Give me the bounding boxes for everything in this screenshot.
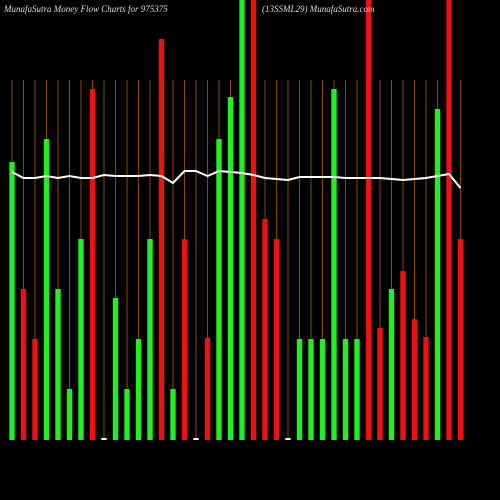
bar bbox=[354, 339, 360, 440]
bar bbox=[273, 239, 280, 440]
bar bbox=[101, 438, 107, 440]
bar bbox=[446, 0, 452, 440]
bar bbox=[181, 239, 188, 440]
bar bbox=[285, 438, 291, 440]
chart-title: MunafaSutra Money Flow Charts for 975375 bbox=[3, 4, 168, 14]
bar bbox=[434, 109, 441, 440]
bar bbox=[296, 339, 303, 440]
bar bbox=[66, 389, 73, 440]
bar bbox=[55, 289, 61, 440]
bar bbox=[319, 339, 326, 440]
bar bbox=[9, 162, 15, 440]
bar bbox=[457, 239, 464, 440]
bar bbox=[78, 239, 84, 440]
bar bbox=[158, 39, 165, 440]
plot bbox=[9, 0, 464, 440]
bar bbox=[89, 89, 96, 440]
bar bbox=[250, 0, 257, 440]
bar bbox=[147, 239, 153, 440]
bar bbox=[193, 438, 199, 440]
bar bbox=[204, 338, 211, 440]
bar bbox=[20, 289, 27, 440]
money-flow-line bbox=[11, 169, 462, 189]
bar bbox=[239, 0, 245, 440]
bar bbox=[400, 271, 406, 440]
bar bbox=[32, 339, 38, 440]
bar bbox=[411, 319, 418, 440]
bar bbox=[112, 298, 119, 440]
bar bbox=[388, 289, 395, 440]
bar bbox=[124, 389, 130, 440]
bar bbox=[216, 139, 222, 440]
bar bbox=[135, 339, 142, 440]
bar bbox=[377, 328, 383, 440]
bar bbox=[342, 339, 349, 440]
bar bbox=[262, 219, 268, 440]
bar bbox=[423, 337, 429, 440]
bar bbox=[331, 89, 337, 440]
bar bbox=[43, 139, 50, 440]
bar bbox=[308, 339, 314, 440]
bar bbox=[170, 389, 176, 440]
bar bbox=[227, 97, 234, 440]
chart-subtitle: (13SSML29) MunafaSutra.com bbox=[262, 4, 375, 14]
bar bbox=[365, 0, 372, 440]
